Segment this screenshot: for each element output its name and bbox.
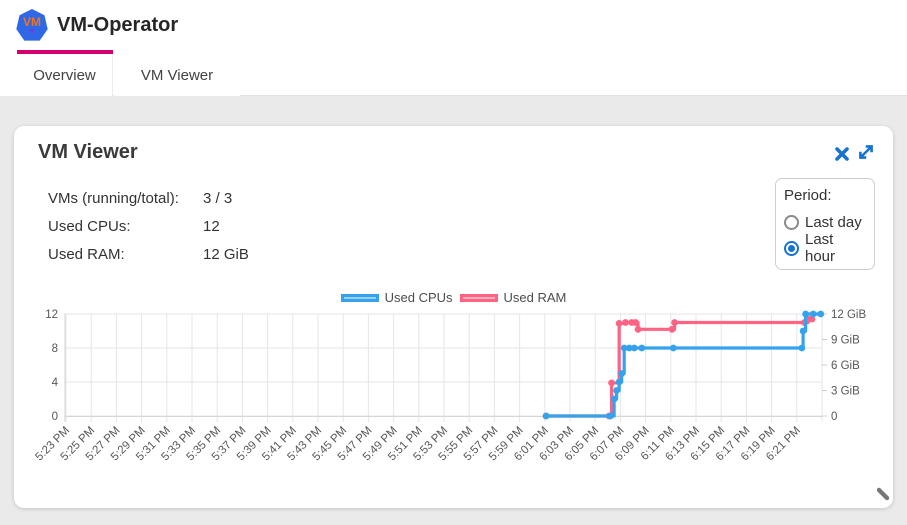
tab-bar: Overview VM Viewer [0,50,907,96]
legend-swatch-cpus [340,293,379,302]
period-label: Period: [784,187,832,204]
stat-row-ram: Used RAM: 12 GiB [48,241,249,269]
svg-text:0: 0 [52,411,58,423]
app-title: VM-Operator [57,14,179,36]
legend-swatch-ram [459,293,498,302]
stat-row-cpus: Used CPUs: 12 [48,213,249,241]
vm-operator-logo-icon: VM ▾ [16,9,48,41]
radio-icon [784,214,799,230]
vm-viewer-card: VM Viewer VMs (running/total): 3 / 3 Use… [14,126,893,508]
legend-label-ram: Used RAM [503,290,567,305]
svg-text:6 GiB: 6 GiB [831,360,860,372]
legend-item-used-cpus[interactable]: Used CPUs [340,290,453,305]
resize-handle[interactable] [872,482,894,504]
stat-value: 12 GiB [203,246,249,263]
tab-vm-viewer-label: VM Viewer [140,66,214,84]
resize-handle-icon [876,487,890,501]
radio-label: Last hour [805,231,836,265]
chart-legend: Used CPUs Used RAM [14,290,893,305]
card-title: VM Viewer [38,141,138,163]
stat-label: Used CPUs: [48,218,131,235]
svg-text:0: 0 [831,411,837,423]
close-button[interactable] [831,143,853,165]
stat-label: Used RAM: [48,246,125,263]
svg-text:9 GiB: 9 GiB [831,335,860,347]
svg-text:12: 12 [45,309,58,321]
radio-last-hour[interactable]: Last hour [784,231,866,265]
active-tab-indicator [17,50,113,54]
legend-item-used-ram[interactable]: Used RAM [459,290,567,305]
tab-overview-label: Overview [33,66,96,84]
legend-label-cpus: Used CPUs [384,290,453,305]
stat-value: 3 / 3 [203,190,233,207]
period-selector: Period: Last day Last hour [775,178,875,270]
svg-text:8: 8 [52,343,58,355]
radio-label: Last day [805,213,862,231]
tab-overview[interactable]: Overview [17,54,113,96]
expand-button[interactable] [855,141,877,163]
tab-bar-divider [113,95,907,96]
stat-label: VMs (running/total): [48,190,179,207]
brand: VM ▾ VM-Operator [16,9,178,42]
stats-block: VMs (running/total): 3 / 3 Used CPUs: 12… [48,185,249,269]
stat-value: 12 [203,218,220,235]
logo-text: VM [23,14,41,29]
radio-icon [784,240,799,256]
stat-row-vms: VMs (running/total): 3 / 3 [48,185,249,213]
app-header: VM ▾ VM-Operator Overview VM Viewer [0,0,907,96]
expand-icon [859,145,873,159]
logo-mark: ▾ [29,25,35,36]
close-icon [835,147,849,161]
radio-last-day[interactable]: Last day [784,209,866,235]
svg-text:3 GiB: 3 GiB [831,386,860,398]
svg-text:4: 4 [52,377,59,389]
svg-text:12 GiB: 12 GiB [831,309,866,321]
tab-vm-viewer[interactable]: VM Viewer [114,54,240,96]
